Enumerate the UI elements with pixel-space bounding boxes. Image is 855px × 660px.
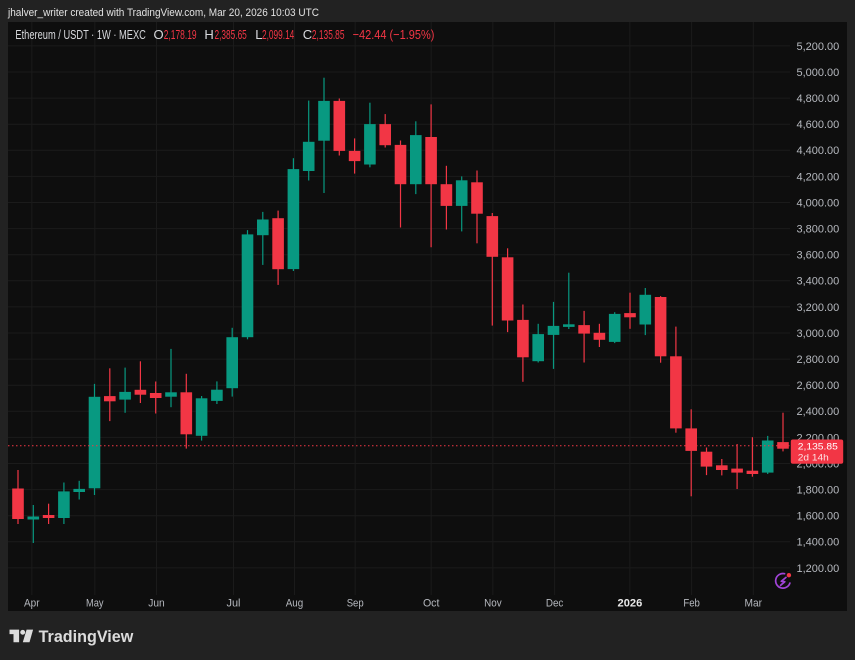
svg-text:May: May: [86, 598, 104, 610]
svg-text:2026: 2026: [618, 598, 643, 610]
svg-text:3,000.00: 3,000.00: [796, 328, 839, 340]
svg-text:2,135.85: 2,135.85: [312, 27, 345, 42]
svg-text:3,400.00: 3,400.00: [796, 276, 839, 288]
svg-text:2,400.00: 2,400.00: [796, 406, 839, 418]
svg-text:Jul: Jul: [227, 598, 241, 610]
svg-text:Aug: Aug: [286, 598, 304, 610]
svg-text:C: C: [303, 27, 312, 42]
svg-text:jhalver_writer created with Tr: jhalver_writer created with TradingView.…: [7, 7, 319, 19]
svg-text:L: L: [255, 27, 262, 42]
svg-text:2,385.65: 2,385.65: [215, 27, 247, 42]
svg-text:TradingView: TradingView: [39, 627, 134, 646]
svg-text:2,099.14: 2,099.14: [262, 27, 294, 42]
svg-text:Nov: Nov: [484, 598, 502, 610]
svg-text:4,600.00: 4,600.00: [796, 119, 839, 131]
svg-text:Feb: Feb: [683, 598, 700, 610]
svg-text:2,600.00: 2,600.00: [796, 380, 839, 392]
svg-text:1,200.00: 1,200.00: [796, 563, 839, 575]
svg-text:4,800.00: 4,800.00: [796, 93, 839, 105]
svg-text:Oct: Oct: [423, 598, 440, 610]
svg-text:H: H: [204, 27, 213, 42]
svg-text:−42.44 (−1.95%): −42.44 (−1.95%): [353, 27, 435, 42]
svg-text:2,178.19: 2,178.19: [164, 27, 197, 42]
svg-text:O: O: [154, 27, 164, 42]
svg-text:5,000.00: 5,000.00: [796, 67, 839, 79]
svg-text:5,200.00: 5,200.00: [796, 41, 839, 53]
svg-text:3,800.00: 3,800.00: [796, 224, 839, 236]
svg-text:2,135.85: 2,135.85: [798, 441, 838, 452]
svg-text:Mar: Mar: [745, 598, 763, 610]
svg-text:4,400.00: 4,400.00: [796, 145, 839, 157]
svg-text:Apr: Apr: [24, 598, 40, 610]
svg-text:3,600.00: 3,600.00: [796, 250, 839, 262]
svg-text:3,200.00: 3,200.00: [796, 302, 839, 314]
svg-text:4,000.00: 4,000.00: [796, 197, 839, 209]
svg-text:Sep: Sep: [347, 598, 364, 610]
svg-text:4,200.00: 4,200.00: [796, 171, 839, 183]
svg-text:1,800.00: 1,800.00: [796, 485, 839, 497]
svg-text:Jun: Jun: [148, 598, 165, 610]
svg-text:1,600.00: 1,600.00: [796, 511, 839, 523]
svg-text:2d 14h: 2d 14h: [798, 452, 829, 463]
svg-text:Ethereum / USDT · 1W · MEXC: Ethereum / USDT · 1W · MEXC: [15, 27, 146, 42]
svg-text:2,800.00: 2,800.00: [796, 354, 839, 366]
svg-text:1,400.00: 1,400.00: [796, 537, 839, 549]
svg-text:Dec: Dec: [546, 598, 564, 610]
